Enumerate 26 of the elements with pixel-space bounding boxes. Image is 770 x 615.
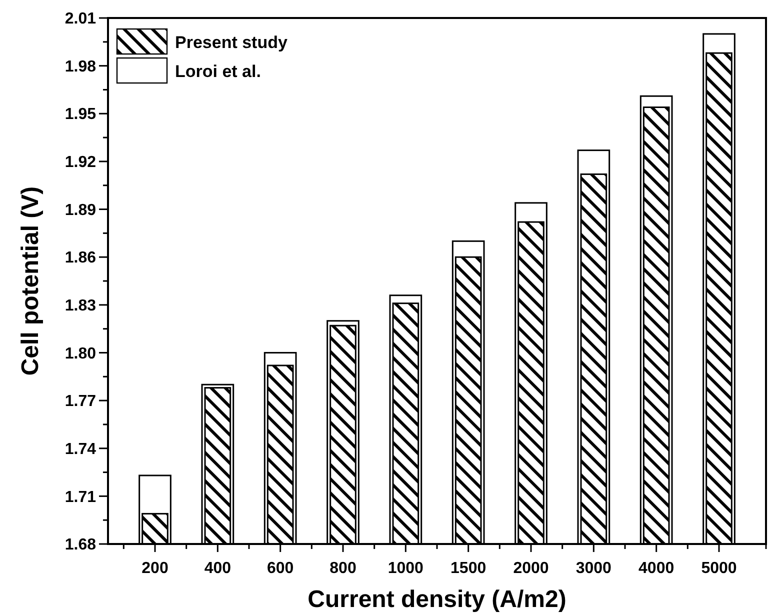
x-tick-label: 800 [330, 560, 356, 577]
x-tick-label: 3000 [576, 560, 612, 577]
x-tick-label: 5000 [701, 560, 737, 577]
y-tick-label: 1.89 [64, 202, 96, 219]
y-tick-label: 2.01 [64, 10, 96, 28]
x-tick-label: 4000 [638, 560, 674, 577]
legend-label: Loroi et al. [175, 62, 261, 81]
x-axis-title: Current density (A/m2) [308, 586, 566, 613]
x-tick-label: 2000 [513, 560, 549, 577]
y-tick-label: 1.74 [64, 440, 96, 458]
y-tick-label: 1.98 [64, 58, 96, 76]
x-tick-label: 600 [266, 560, 294, 577]
legend-label: Present study [175, 33, 288, 52]
y-tick-label: 1.86 [64, 250, 96, 267]
y-axis-title: Cell potential (V) [17, 186, 44, 376]
x-tick-label: 400 [204, 560, 232, 577]
x-tick-label: 200 [142, 560, 168, 577]
y-tick-label: 1.68 [64, 536, 96, 554]
x-tick-label: 1500 [450, 560, 486, 577]
y-tick-label: 1.92 [64, 154, 96, 172]
y-tick-label: 1.83 [64, 298, 96, 315]
y-tick-label: 1.95 [64, 106, 96, 124]
x-tick-label: 1000 [388, 560, 424, 577]
y-tick-label: 1.71 [64, 488, 96, 506]
y-tick-label: 1.80 [64, 345, 96, 362]
y-tick-label: 1.77 [64, 393, 96, 410]
